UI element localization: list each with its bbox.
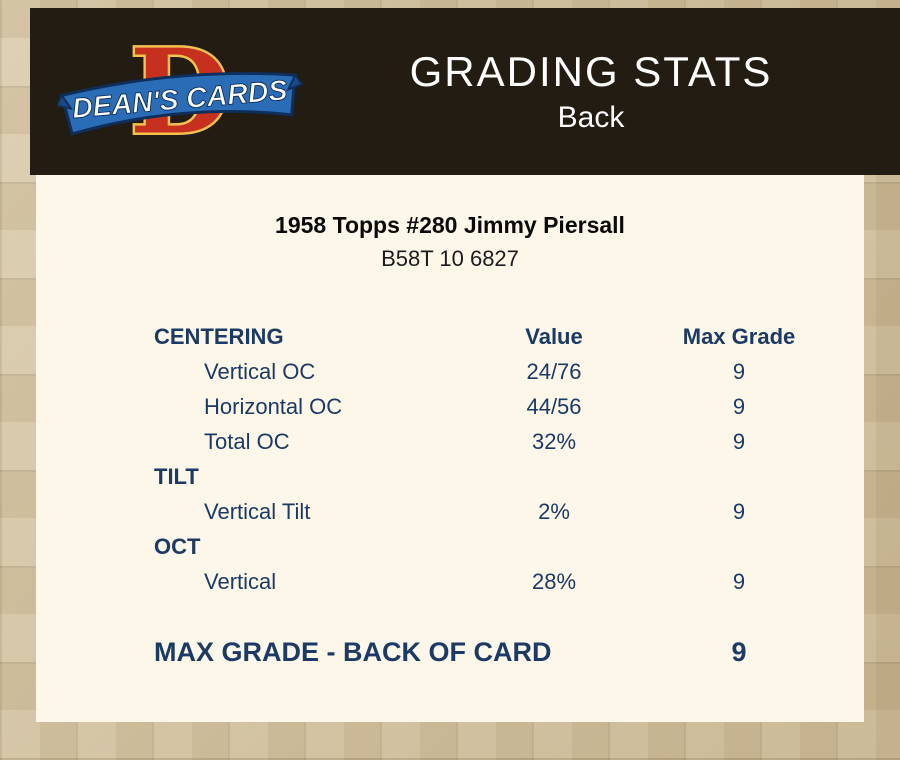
- row-label: Horizontal OC: [204, 393, 343, 419]
- max-grade-label: MAX GRADE - BACK OF CARD: [154, 637, 552, 667]
- table-row: Vertical Tilt 2% 9: [36, 494, 864, 529]
- row-label: Vertical: [204, 568, 277, 594]
- max-grade-summary: MAX GRADE - BACK OF CARD 9: [36, 637, 864, 668]
- row-label: Vertical Tilt: [204, 498, 311, 524]
- table-row: Vertical 28% 9: [36, 564, 864, 599]
- table-row: Horizontal OC 44/56 9: [36, 389, 864, 424]
- row-value: 44/56: [526, 393, 582, 419]
- column-header-value: Value: [525, 323, 583, 349]
- row-max-grade: 9: [732, 358, 746, 384]
- row-value: 2%: [538, 498, 570, 524]
- card-title: 1958 Topps #280 Jimmy Piersall: [275, 212, 625, 238]
- deans-cards-logo-icon: D DEAN'S CARDS: [57, 32, 303, 152]
- column-header-max-grade: Max Grade: [682, 323, 796, 349]
- row-value: 24/76: [526, 358, 582, 384]
- row-value: 32%: [531, 428, 577, 454]
- table-row: Total OC 32% 9: [36, 424, 864, 459]
- header-text-block: GRADING STATS Back: [312, 47, 900, 135]
- column-header-centering: CENTERING: [154, 323, 284, 349]
- row-max-grade: 9: [732, 498, 746, 524]
- max-grade-value: 9: [731, 637, 747, 667]
- deans-cards-logo: D DEAN'S CARDS: [48, 32, 312, 152]
- row-max-grade: 9: [732, 568, 746, 594]
- row-value: 28%: [531, 568, 577, 594]
- table-section-row: OCT: [36, 529, 864, 564]
- grading-stats-panel: 1958 Topps #280 Jimmy Piersall B58T 10 6…: [36, 175, 864, 722]
- row-label: Total OC: [204, 428, 290, 454]
- section-label: TILT: [154, 463, 199, 489]
- card-serial-code: B58T 10 6827: [381, 246, 519, 271]
- grading-table: CENTERING Value Max Grade Vertical OC 24…: [36, 319, 864, 599]
- row-max-grade: 9: [732, 428, 746, 454]
- row-label: Vertical OC: [204, 358, 316, 384]
- table-header-row: CENTERING Value Max Grade: [36, 319, 864, 354]
- table-row: Vertical OC 24/76 9: [36, 354, 864, 389]
- table-section-row: TILT: [36, 459, 864, 494]
- page-subtitle: Back: [557, 101, 625, 135]
- page-header: D DEAN'S CARDS GRADING STATS Back: [30, 8, 900, 175]
- page-title: GRADING STATS: [409, 47, 773, 95]
- row-max-grade: 9: [732, 393, 746, 419]
- section-label: OCT: [154, 533, 201, 559]
